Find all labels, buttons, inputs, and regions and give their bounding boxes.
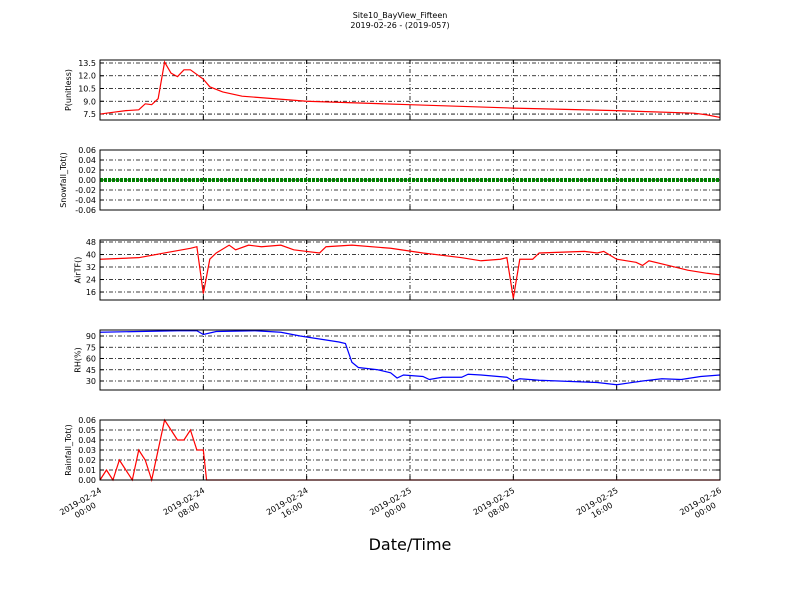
x-axis-label: Date/Time xyxy=(369,535,452,554)
y-tick-label: 60 xyxy=(86,355,96,364)
y-tick-label: 0.04 xyxy=(78,156,96,165)
y-axis-label: P(unitless) xyxy=(64,69,73,111)
plot-frame xyxy=(99,329,721,391)
y-tick-label: 90 xyxy=(86,332,96,341)
y-tick-label: 12.0 xyxy=(78,72,96,81)
y-tick-label: 32 xyxy=(86,263,96,272)
subtitle: 2019-02-26 - (2019-057) xyxy=(350,21,449,30)
data-line xyxy=(99,244,721,299)
y-axis-label: Rainfall_Tot() xyxy=(64,424,73,476)
y-tick-label: 9.0 xyxy=(83,97,96,106)
y-tick-label: 0.01 xyxy=(78,466,96,475)
y-tick-label: 13.5 xyxy=(78,59,96,68)
y-tick-label: 0.03 xyxy=(78,446,96,455)
y-tick-label: 0.06 xyxy=(78,416,96,425)
plot-frame xyxy=(99,59,721,121)
y-tick-label: 75 xyxy=(86,343,96,352)
y-tick-label: 7.5 xyxy=(83,110,96,119)
y-tick-label: 0.02 xyxy=(78,456,96,465)
y-tick-label: 48 xyxy=(86,238,96,247)
y-axis-label: RH(%) xyxy=(73,347,82,372)
y-tick-label: 40 xyxy=(86,251,96,260)
data-line xyxy=(99,418,720,483)
plot-frame xyxy=(99,149,721,211)
data-line xyxy=(99,60,721,119)
y-tick-label: 0.04 xyxy=(78,436,96,445)
plot-frame xyxy=(99,419,721,481)
y-axis-label: Snowfall_Tot() xyxy=(59,152,68,208)
y-tick-label: -0.02 xyxy=(75,186,96,195)
y-tick-label: 0.00 xyxy=(78,176,96,185)
y-tick-label: 10.5 xyxy=(78,85,96,94)
y-tick-label: 45 xyxy=(86,366,96,375)
y-tick-label: 16 xyxy=(86,288,96,297)
plot-frame xyxy=(99,239,721,301)
y-tick-label: 0.06 xyxy=(78,146,96,155)
y-axis-label: AirTF() xyxy=(73,257,82,284)
title: Site10_BayView_Fifteen xyxy=(353,11,448,20)
y-tick-label: -0.04 xyxy=(75,196,96,205)
y-tick-label: 0.05 xyxy=(78,426,96,435)
y-tick-label: 24 xyxy=(86,276,96,285)
y-tick-label: 0.02 xyxy=(78,166,96,175)
y-tick-label: -0.06 xyxy=(75,206,96,215)
y-tick-label: 0.00 xyxy=(78,476,96,485)
data-line xyxy=(99,330,721,386)
y-tick-label: 30 xyxy=(86,377,96,386)
